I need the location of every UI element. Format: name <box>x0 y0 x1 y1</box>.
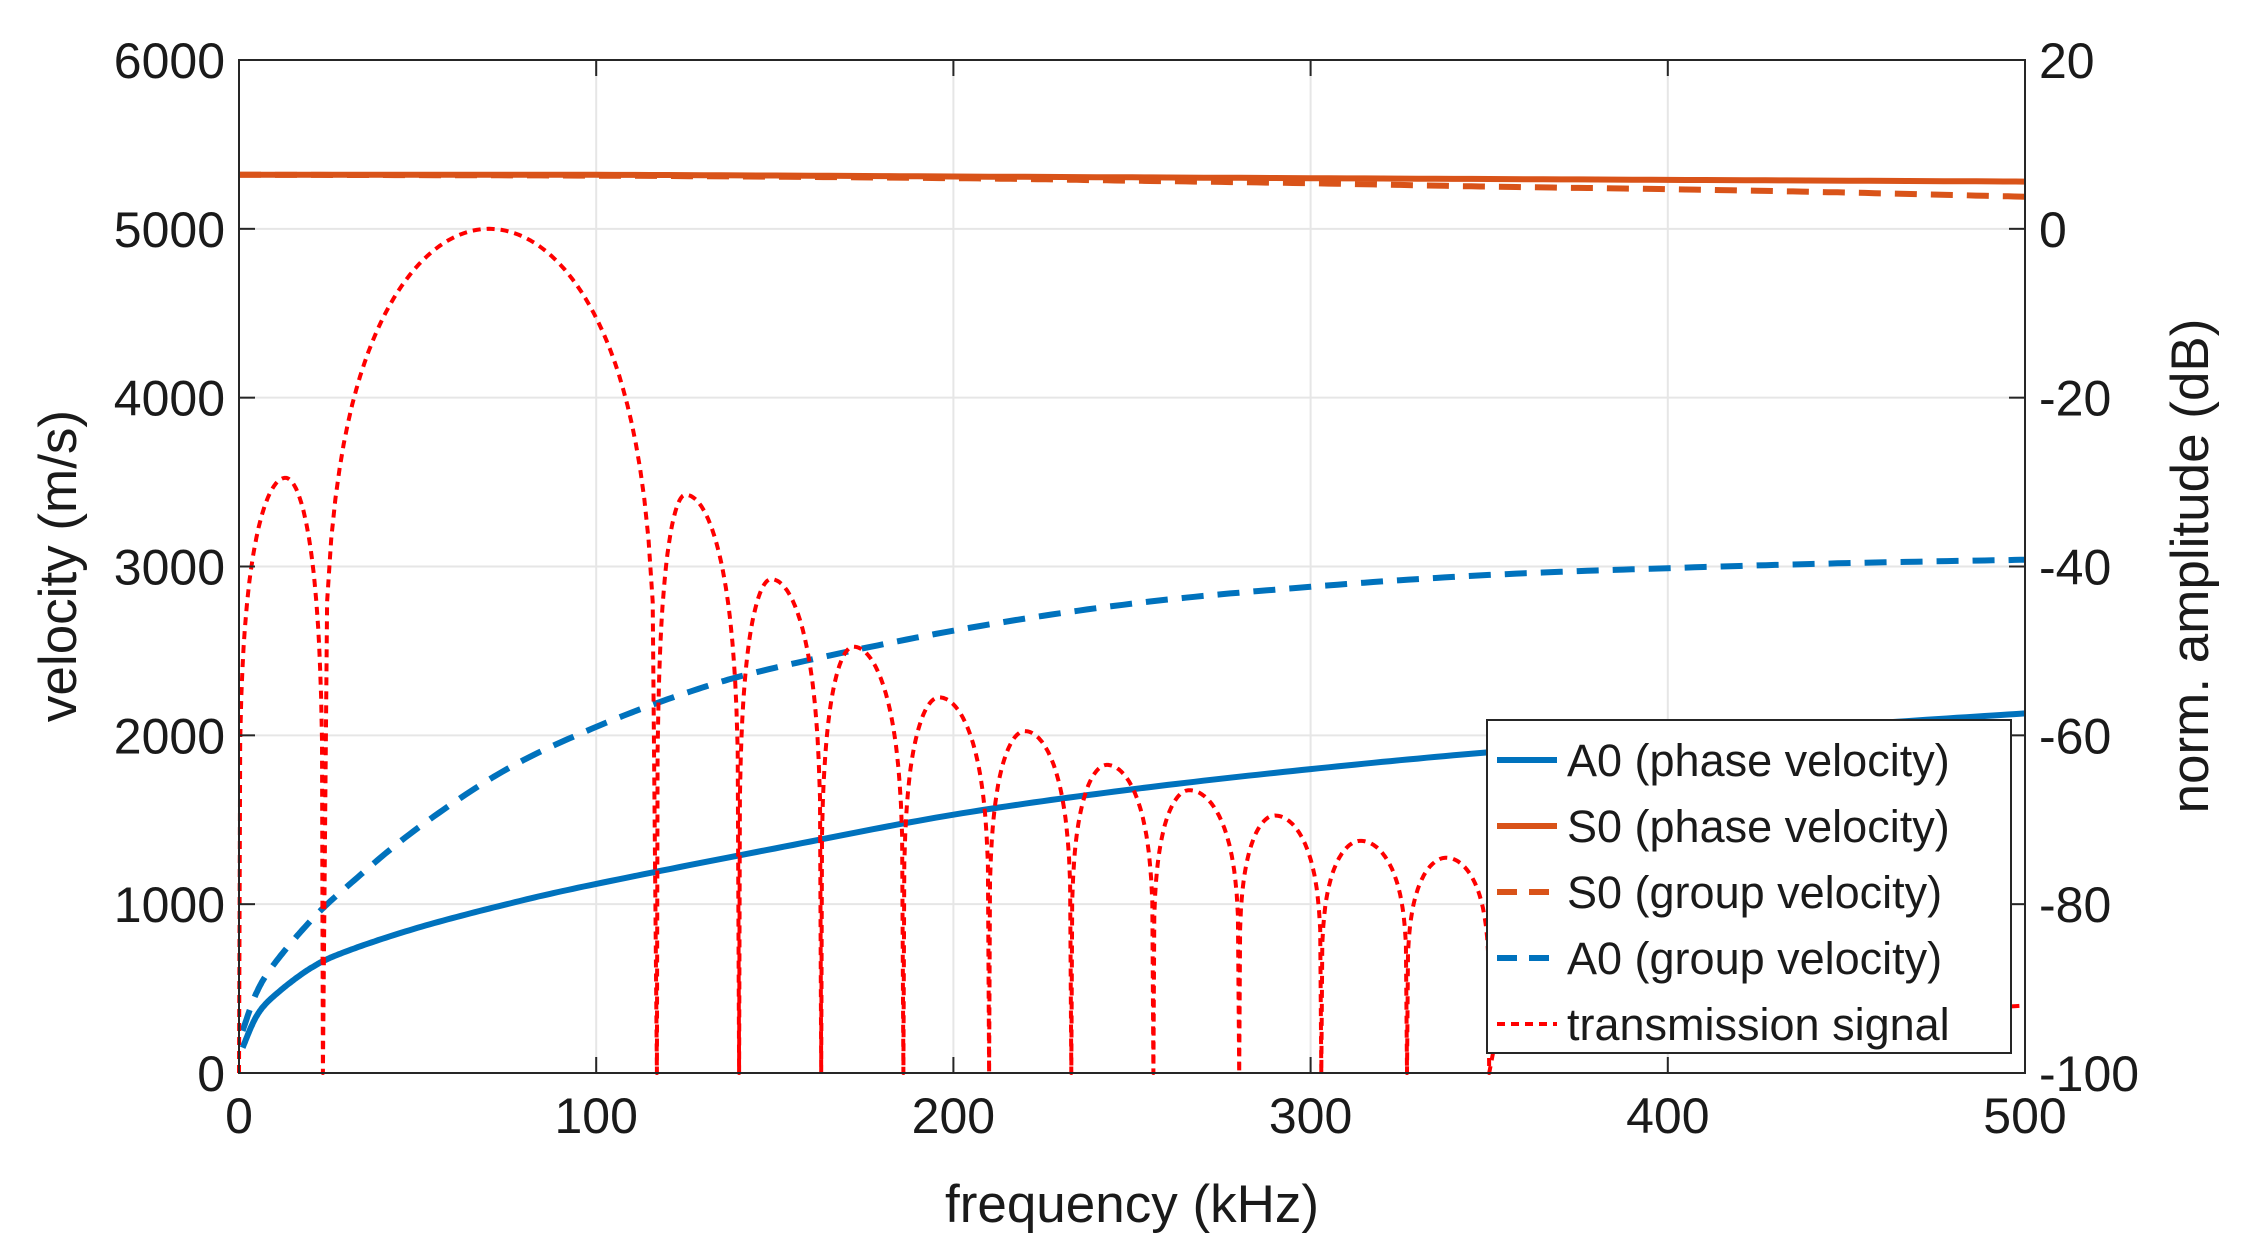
x-axis-label: frequency (kHz) <box>945 1175 1319 1234</box>
x-tick-label: 500 <box>1983 1088 2066 1144</box>
y2-tick-label: -100 <box>2039 1046 2139 1102</box>
legend-label: transmission signal <box>1567 999 1950 1050</box>
legend-label: A0 (phase velocity) <box>1567 735 1950 786</box>
y2-tick-label: -80 <box>2039 877 2111 933</box>
y-tick-label: 6000 <box>114 33 225 89</box>
y2-tick-label: -60 <box>2039 708 2111 764</box>
legend-box <box>1486 719 2012 1054</box>
y2-tick-label: -20 <box>2039 371 2111 427</box>
y2-tick-label: 0 <box>2039 202 2067 258</box>
y-tick-label: 0 <box>197 1046 225 1102</box>
legend: A0 (phase velocity) S0 (phase velocity) S0… <box>1486 719 2012 1054</box>
x-tick-label: 0 <box>225 1088 253 1144</box>
y-tick-label: 4000 <box>114 371 225 427</box>
y-axis-label: velocity (m/s) <box>29 410 88 722</box>
x-tick-label: 100 <box>554 1088 637 1144</box>
y-tick-label: 1000 <box>114 877 225 933</box>
y2-axis-label: norm. amplitude (dB) <box>2161 319 2220 814</box>
x-tick-label: 300 <box>1269 1088 1352 1144</box>
y-tick-label: 3000 <box>114 540 225 596</box>
legend-label: S0 (phase velocity) <box>1567 801 1950 852</box>
legend-label: S0 (group velocity) <box>1567 867 1942 918</box>
y-tick-label: 5000 <box>114 202 225 258</box>
y2-tick-label: -40 <box>2039 540 2111 596</box>
series-line-transmission-signal <box>237 226 2026 1075</box>
x-tick-label: 200 <box>912 1088 995 1144</box>
x-tick-label: 400 <box>1626 1088 1709 1144</box>
series-line-a0-group-velocity <box>239 556 2026 1033</box>
y-tick-label: 2000 <box>114 708 225 764</box>
series-line-s0-group-velocity <box>239 171 2026 200</box>
axis-ticks: 0 100 200 300 400 500010002000300040005000600… <box>114 33 2139 1144</box>
legend-label: A0 (group velocity) <box>1567 933 1942 984</box>
y2-tick-label: 20 <box>2039 33 2095 89</box>
